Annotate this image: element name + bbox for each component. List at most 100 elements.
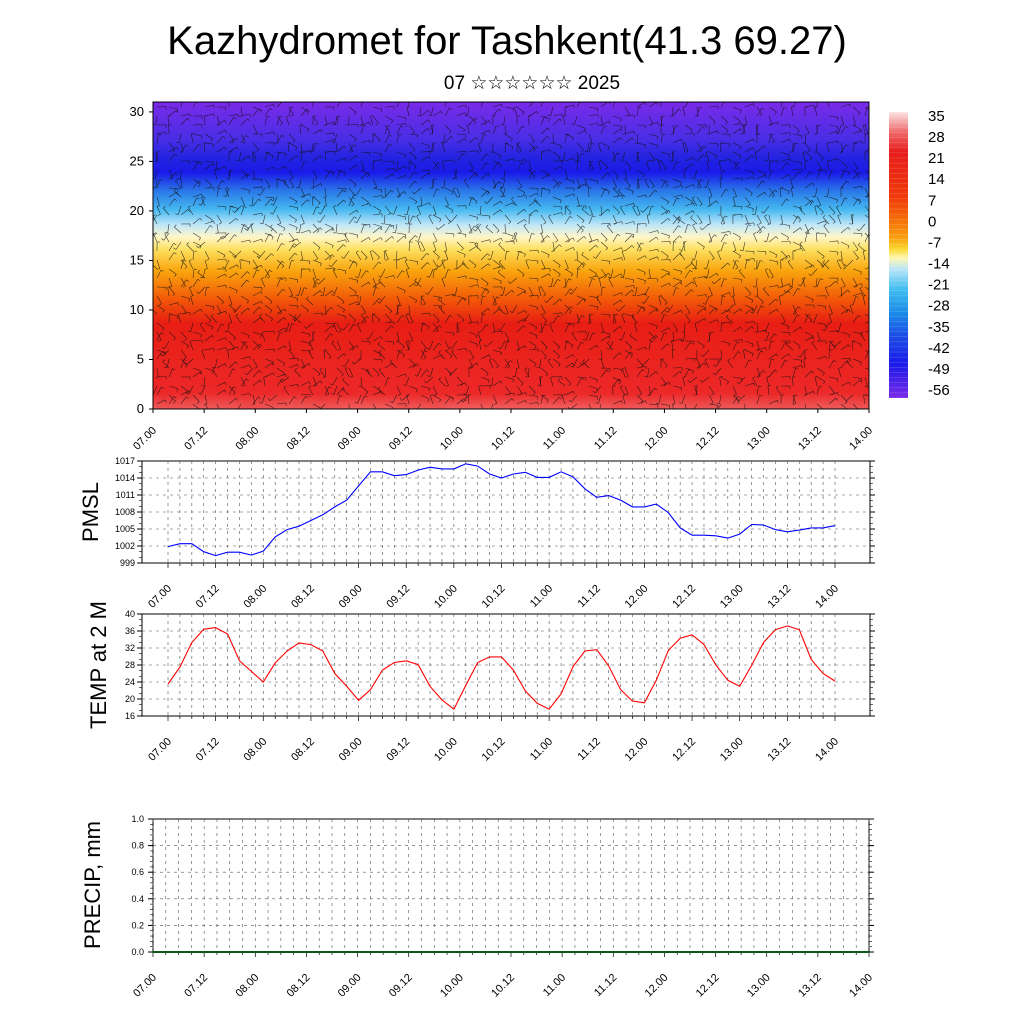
precip-xtick-label: 10.12 (489, 972, 517, 1000)
temp-xtick-label: 07.00 (146, 736, 174, 764)
pmsl-xtick-label: 14.00 (813, 583, 841, 611)
precip-ylabel: PRECIP, mm (80, 821, 105, 949)
pmsl-xtick-label: 09.00 (337, 583, 365, 611)
precip-ytick-label: 1.0 (131, 814, 144, 824)
temp-xtick-label: 10.12 (480, 736, 508, 764)
pmsl-xtick-label: 10.12 (480, 583, 508, 611)
temp-ytick-label: 32 (125, 643, 135, 653)
heatmap-xtick-label: 11.00 (541, 425, 568, 452)
temp-xtick-label: 08.00 (241, 736, 269, 764)
temp-xtick-label: 07.12 (194, 736, 222, 764)
precip-xtick-label: 14.00 (847, 972, 875, 1000)
pmsl-ytick-label: 1017 (115, 456, 135, 466)
colorbar-label: -42 (928, 340, 950, 357)
precip-xtick-label: 09.12 (387, 972, 415, 1000)
precip-xtick-label: 09.00 (336, 972, 364, 1000)
heatmap-xtick-label: 13.12 (796, 425, 824, 453)
colorbar: 35 28 21 14 7 0 -7 -14 -21 -28 -35 -42 -49 -56 (889, 108, 950, 399)
temp-xtick-label: 13.12 (766, 736, 794, 764)
heatmap-xtick-label: 09.12 (387, 425, 415, 453)
precip-ytick-label: 0.6 (131, 867, 144, 877)
colorbar-label: -56 (928, 382, 950, 399)
pmsl-xtick-label: 13.12 (766, 583, 794, 611)
precip-xtick-label: 12.00 (643, 972, 671, 1000)
colorbar-label: 0 (928, 213, 936, 230)
heatmap-ytick-label: 30 (130, 104, 144, 119)
temp-ytick-label: 36 (125, 626, 135, 636)
pmsl-panel: 999 1002 1005 1008 1011 1014 1017 07.00 07.12 08.… (78, 456, 875, 611)
pmsl-xtick-label: 10.00 (432, 583, 460, 611)
colorbar-label: -28 (928, 298, 950, 315)
heatmap-ytick-label: 15 (130, 252, 144, 267)
temp-xtick-label: 11.00 (528, 736, 555, 763)
precip-ytick-label: 0.2 (131, 920, 144, 930)
precip-ytick-label: 0.0 (131, 947, 144, 957)
pmsl-ytick-label: 999 (120, 558, 135, 568)
precip-xtick-label: 10.00 (438, 972, 466, 1000)
colorbar-label: -35 (928, 319, 950, 336)
precip-xtick-label: 13.00 (745, 972, 773, 1000)
colorbar-label: -49 (928, 361, 950, 378)
temp-xtick-label: 11.12 (576, 736, 603, 763)
heatmap-xtick-label: 07.12 (182, 425, 210, 453)
precip-ytick-label: 0.4 (131, 894, 144, 904)
temp-xtick-label: 09.12 (384, 736, 412, 764)
pmsl-ytick-label: 1002 (115, 541, 135, 551)
heatmap-ytick-label: 25 (130, 153, 144, 168)
pmsl-series-line (167, 463, 836, 557)
heatmap-xtick-label: 08.12 (285, 425, 313, 453)
wind-barbs (153, 102, 869, 409)
heatmap-xtick-label: 10.12 (489, 425, 517, 453)
temp-ytick-label: 16 (125, 711, 135, 721)
temp-xtick-label: 13.00 (718, 736, 746, 764)
pmsl-xtick-label: 12.12 (670, 583, 698, 611)
temp-panel: 16 20 24 28 32 36 40 07.00 07.12 08.00 08.12 09.00 0… (86, 601, 875, 764)
heatmap-ytick-label: 20 (130, 203, 144, 218)
pmsl-xtick-label: 07.00 (146, 583, 174, 611)
heatmap-xtick-label: 10.00 (438, 425, 466, 453)
temp-xtick-label: 12.00 (623, 736, 651, 764)
precip-xtick-label: 13.12 (796, 972, 824, 1000)
temp-ytick-label: 24 (125, 677, 135, 687)
chart-subtitle: 07 ☆☆☆☆☆☆ 2025 (443, 73, 621, 94)
heatmap-ytick-label: 5 (137, 351, 144, 366)
heatmap-xtick-label: 11.12 (592, 425, 619, 452)
pmsl-ytick-label: 1008 (115, 507, 135, 517)
colorbar-label: -21 (928, 277, 950, 294)
colorbar-label: 28 (928, 129, 945, 146)
temp-ytick-label: 28 (125, 660, 135, 670)
heatmap-fill (153, 102, 869, 409)
temp-xtick-label: 12.12 (670, 736, 698, 764)
colorbar-label: 21 (928, 150, 945, 167)
heatmap-ytick-label: 10 (130, 302, 144, 317)
pmsl-xtick-label: 13.00 (718, 583, 746, 611)
colorbar-label: 35 (928, 108, 945, 125)
colorbar-label: 14 (928, 171, 945, 188)
pmsl-xtick-label: 12.00 (623, 583, 651, 611)
temp-series-line (167, 625, 836, 711)
heatmap-xtick-label: 08.00 (233, 425, 261, 453)
colorbar-label: 7 (928, 192, 936, 209)
colorbar-label: -7 (928, 234, 941, 251)
precip-xtick-label: 08.12 (285, 972, 313, 1000)
heatmap-xtick-label: 07.00 (131, 425, 159, 453)
pmsl-xtick-label: 08.12 (289, 583, 317, 611)
pmsl-xtick-label: 08.00 (241, 583, 269, 611)
colorbar-gradient (889, 112, 908, 398)
temp-xtick-label: 09.00 (337, 736, 365, 764)
precip-xtick-label: 11.00 (541, 972, 568, 999)
colorbar-label: -14 (928, 256, 950, 273)
temperature-heatmap: 0 5 10 15 20 25 30 07.00 07.12 08.00 08.12 09.00 09.… (130, 101, 875, 453)
temp-ytick-label: 20 (125, 694, 135, 704)
precip-xtick-label: 12.12 (694, 972, 722, 1000)
precip-xtick-label: 11.12 (592, 972, 619, 999)
pmsl-xtick-label: 11.00 (528, 583, 555, 610)
precip-xtick-label: 08.00 (233, 972, 261, 1000)
temp-xtick-label: 08.12 (289, 736, 317, 764)
temp-xtick-label: 14.00 (813, 736, 841, 764)
temp-xtick-label: 10.00 (432, 736, 460, 764)
pmsl-xtick-label: 07.12 (194, 583, 222, 611)
pmsl-ytick-label: 1014 (115, 473, 135, 483)
chart-title: Kazhydromet for Tashkent(41.3 69.27) (167, 19, 847, 63)
